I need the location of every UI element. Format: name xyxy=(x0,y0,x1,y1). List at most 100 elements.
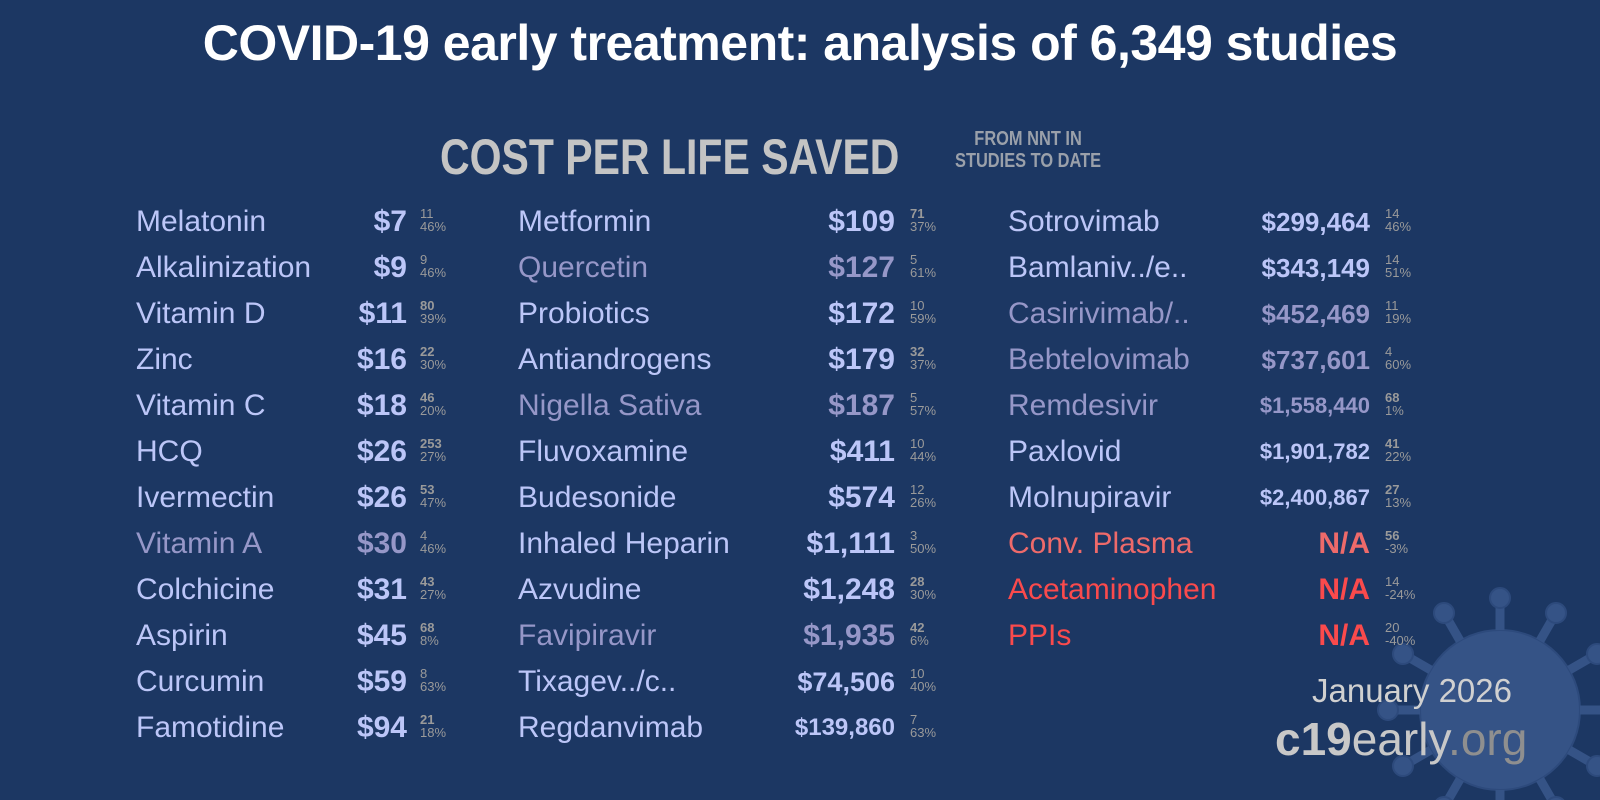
improvement-percent: 13% xyxy=(1385,495,1412,510)
virus-spike-tip xyxy=(1392,755,1415,777)
cost-value: $45 xyxy=(356,619,407,652)
table-row: Sotrovimab $299,464 14 46% xyxy=(1008,200,1445,244)
improvement-percent: 63% xyxy=(910,725,937,740)
treatment-name: PPIs xyxy=(1008,619,1072,652)
improvement-percent: 20% xyxy=(420,403,447,418)
study-count: 32 xyxy=(910,344,925,359)
study-count: 10 xyxy=(910,298,925,313)
study-count: 20 xyxy=(1385,620,1400,635)
table-row: Remdesivir $1,558,440 68 1% xyxy=(1008,384,1445,428)
table-row: Nigella Sativa $187 5 57% xyxy=(518,384,970,428)
treatment-name: Curcumin xyxy=(136,665,265,698)
study-meta: 14 -24% xyxy=(1385,575,1415,601)
study-count: 3 xyxy=(910,528,918,543)
treatment-name: Fluvoxamine xyxy=(518,435,689,468)
study-meta: 4 46% xyxy=(420,529,446,555)
treatment-name: Famotidine xyxy=(136,711,285,744)
table-row: Tixagev../c.. $74,506 10 40% xyxy=(518,660,970,704)
study-meta: 14 46% xyxy=(1385,207,1411,233)
study-meta: 12 26% xyxy=(910,483,936,509)
treatment-name: Budesonide xyxy=(518,481,677,514)
study-meta: 253 27% xyxy=(420,437,446,463)
cost-value: $411 xyxy=(829,435,895,468)
cost-value: N/A xyxy=(1318,573,1370,606)
study-count: 46 xyxy=(420,390,435,405)
study-count: 253 xyxy=(420,436,442,451)
cost-value: $109 xyxy=(828,205,895,238)
study-count: 56 xyxy=(1385,528,1400,543)
table-row: Molnupiravir $2,400,867 27 13% xyxy=(1008,476,1445,520)
treatment-name: Zinc xyxy=(136,343,193,376)
table-row: PPIs N/A 20 -40% xyxy=(1008,614,1445,658)
treatment-name: Paxlovid xyxy=(1008,435,1122,468)
cost-value: $299,464 xyxy=(1261,207,1370,237)
study-count: 14 xyxy=(1385,574,1400,589)
treatment-name: Inhaled Heparin xyxy=(518,527,730,560)
treatment-name: Antiandrogens xyxy=(518,343,712,376)
treatment-name: Quercetin xyxy=(518,251,649,284)
date-label: January 2026 xyxy=(1312,672,1512,709)
study-count: 43 xyxy=(420,574,435,589)
cost-value: $9 xyxy=(373,251,407,284)
table-row: HCQ $26 253 27% xyxy=(136,430,480,474)
improvement-percent: 27% xyxy=(420,449,447,464)
study-count: 14 xyxy=(1385,252,1400,267)
brand-tld: .org xyxy=(1448,713,1528,765)
improvement-percent: 40% xyxy=(910,679,937,694)
improvement-percent: 60% xyxy=(1385,357,1412,372)
treatment-name: Metformin xyxy=(518,205,652,238)
cost-value: $26 xyxy=(356,481,407,514)
table-row: Vitamin A $30 4 46% xyxy=(136,522,480,566)
study-count: 11 xyxy=(1385,298,1399,313)
treatment-name: Azvudine xyxy=(518,573,642,606)
study-meta: 10 40% xyxy=(910,667,936,693)
study-count: 68 xyxy=(1385,390,1400,405)
cost-value: $7 xyxy=(373,205,407,238)
study-count: 41 xyxy=(1385,436,1400,451)
improvement-percent: 46% xyxy=(420,265,447,280)
improvement-percent: 46% xyxy=(1385,219,1412,234)
study-meta: 9 46% xyxy=(420,253,446,279)
cost-value: $94 xyxy=(356,711,407,744)
cost-value: $59 xyxy=(356,665,407,698)
study-count: 28 xyxy=(910,574,925,589)
cost-value: $1,558,440 xyxy=(1259,393,1370,418)
study-meta: 20 -40% xyxy=(1385,621,1415,647)
study-meta: 56 -3% xyxy=(1385,529,1408,555)
virus-icon xyxy=(1377,587,1600,800)
study-count: 10 xyxy=(910,666,925,681)
study-count: 4 xyxy=(1385,344,1393,359)
table-row: Metformin $109 71 37% xyxy=(518,200,970,244)
cost-value: $452,469 xyxy=(1261,299,1370,329)
virus-spike-tip xyxy=(1435,795,1453,800)
study-count: 4 xyxy=(420,528,428,543)
study-meta: 5 57% xyxy=(910,391,936,417)
table-row: Favipiravir $1,935 42 6% xyxy=(518,614,970,658)
treatment-name: Alkalinization xyxy=(136,251,312,284)
study-meta: 27 13% xyxy=(1385,483,1411,509)
table-row: Famotidine $94 21 18% xyxy=(136,706,480,750)
subtitle-note-line2: STUDIES TO DATE xyxy=(955,150,1102,172)
improvement-percent: 6% xyxy=(910,633,929,648)
table-row: Bebtelovimab $737,601 4 60% xyxy=(1008,338,1445,382)
study-count: 7 xyxy=(910,712,918,727)
treatment-name: Acetaminophen xyxy=(1008,573,1217,606)
table-row: Azvudine $1,248 28 30% xyxy=(518,568,970,612)
improvement-percent: 19% xyxy=(1385,311,1412,326)
cost-value: $11 xyxy=(358,297,407,330)
cost-value: $31 xyxy=(356,573,407,606)
cost-value: $139,860 xyxy=(794,714,895,741)
virus-spike-tip xyxy=(1489,587,1511,609)
subtitle-note: FROM NNT IN STUDIES TO DATE xyxy=(955,128,1101,172)
improvement-percent: 46% xyxy=(420,541,447,556)
study-meta: 14 51% xyxy=(1385,253,1411,279)
study-count: 27 xyxy=(1385,482,1400,497)
treatment-name: Probiotics xyxy=(518,297,650,330)
table-row: Zinc $16 22 30% xyxy=(136,338,480,382)
table-row: Acetaminophen N/A 14 -24% xyxy=(1008,568,1445,612)
study-meta: 11 46% xyxy=(420,207,446,233)
cost-value: $30 xyxy=(356,527,407,560)
improvement-percent: 30% xyxy=(910,587,937,602)
improvement-percent: 39% xyxy=(420,311,447,326)
study-meta: 7 63% xyxy=(910,713,936,739)
